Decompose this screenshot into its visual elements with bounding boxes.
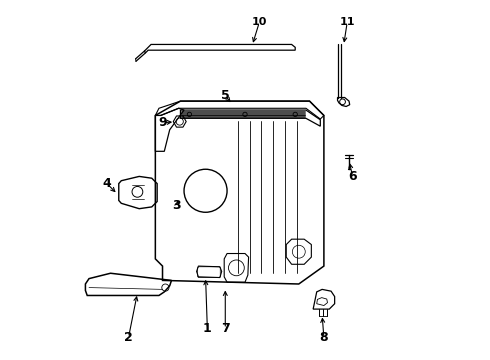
Text: 6: 6 (348, 170, 357, 183)
Text: 1: 1 (203, 322, 212, 335)
Text: 2: 2 (124, 331, 133, 344)
Text: 10: 10 (252, 17, 267, 27)
Text: 4: 4 (102, 177, 111, 190)
Text: 3: 3 (172, 199, 181, 212)
Text: 7: 7 (221, 322, 230, 335)
Text: 8: 8 (319, 331, 328, 344)
Text: 9: 9 (158, 116, 167, 129)
Text: 11: 11 (340, 17, 355, 27)
Text: 5: 5 (221, 89, 230, 102)
